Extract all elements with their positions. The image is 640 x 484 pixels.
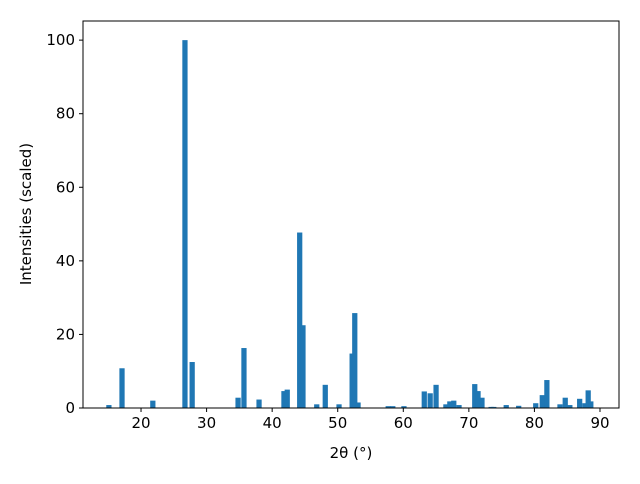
x-tick-label: 50: [328, 414, 347, 432]
y-tick-label: 0: [65, 399, 75, 417]
bar: [281, 391, 287, 408]
bar: [314, 404, 320, 408]
bar: [322, 384, 328, 408]
bar: [256, 399, 262, 408]
bar: [539, 395, 545, 408]
x-tick-label: 70: [459, 414, 478, 432]
bar: [336, 404, 342, 408]
bar: [456, 405, 462, 408]
bar: [189, 362, 195, 408]
bar: [427, 393, 433, 408]
bar: [516, 405, 522, 408]
bar: [241, 348, 247, 408]
x-tick-label: 40: [263, 414, 282, 432]
y-axis-label: Intensities (scaled): [17, 143, 35, 285]
bar: [352, 313, 358, 408]
bar: [562, 397, 568, 408]
bar: [355, 402, 361, 408]
bar: [300, 325, 306, 408]
y-tick-label: 80: [56, 105, 75, 123]
bar: [401, 406, 407, 408]
bar: [443, 404, 449, 408]
bar: [533, 403, 539, 408]
x-tick-label: 30: [197, 414, 216, 432]
bar: [421, 391, 427, 408]
bar: [544, 380, 550, 408]
x-tick-label: 90: [590, 414, 609, 432]
bar: [182, 40, 188, 409]
bar: [451, 400, 457, 408]
y-tick-label: 100: [46, 31, 75, 49]
bar: [433, 384, 439, 408]
bar: [491, 406, 497, 408]
y-tick-label: 20: [56, 325, 75, 343]
x-axis-label: 2θ (°): [330, 444, 373, 462]
bar: [567, 405, 573, 408]
bar: [106, 405, 112, 408]
bar: [479, 397, 485, 408]
bar: [390, 406, 396, 408]
bar: [557, 404, 563, 408]
bar: [577, 398, 583, 408]
bar: [585, 390, 591, 408]
bar: [119, 368, 125, 408]
bar: [150, 400, 156, 408]
bar: [385, 406, 391, 408]
y-tick-label: 60: [56, 178, 75, 196]
y-tick-label: 40: [56, 252, 75, 270]
plot-frame: [82, 20, 620, 409]
x-tick-label: 60: [394, 414, 413, 432]
bar: [284, 389, 290, 408]
x-tick-label: 20: [131, 414, 150, 432]
bar: [475, 391, 481, 408]
x-tick-label: 80: [525, 414, 544, 432]
bar: [447, 401, 453, 408]
bar: [503, 405, 509, 408]
bar: [588, 401, 594, 408]
bar: [297, 232, 303, 408]
bar: [235, 397, 241, 408]
bar: [472, 384, 478, 408]
bar: [582, 403, 588, 408]
